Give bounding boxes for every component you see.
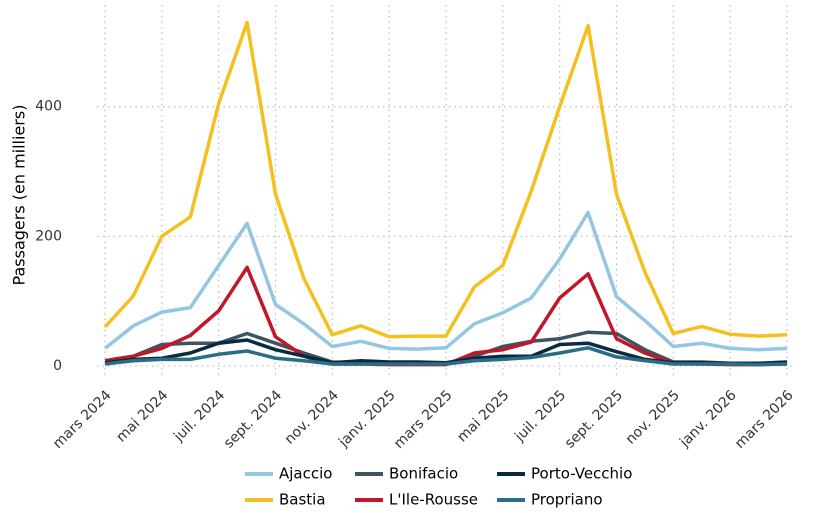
legend-label: Propriano [531,491,603,509]
y-axis-label: Passagers (en milliers) [10,105,29,286]
series-line [104,346,788,367]
x-tick-label: juil. 2025 [511,387,569,445]
x-tick-label: juil. 2024 [170,387,228,445]
legend-label: Bonifacio [389,465,458,483]
legend-label: Porto-Vecchio [531,465,632,483]
x-tick-label: sept. 2025 [562,387,626,451]
x-tick-label: mai 2024 [113,387,171,445]
y-tick-label: 200 [35,228,62,244]
y-tick-label: 400 [35,99,62,115]
x-tick-label: nov. 2024 [282,387,342,447]
x-tick-label: mai 2025 [454,387,512,445]
x-tick-label: mars 2026 [732,387,797,452]
x-tick-label: sept. 2024 [221,387,285,451]
x-tick-label: mars 2024 [50,387,115,452]
series-line [103,20,788,339]
x-tick-label: nov. 2025 [623,387,683,447]
series-line [103,210,788,352]
legend-label: Ajaccio [279,465,332,483]
x-tick-label: mars 2025 [391,387,456,452]
y-tick-label: 0 [53,358,62,374]
x-tick-label: janv. 2025 [335,387,399,451]
legend-label: L'Ile-Rousse [389,491,478,509]
x-tick-label: janv. 2026 [676,387,740,451]
legend-label: Bastia [279,491,326,509]
